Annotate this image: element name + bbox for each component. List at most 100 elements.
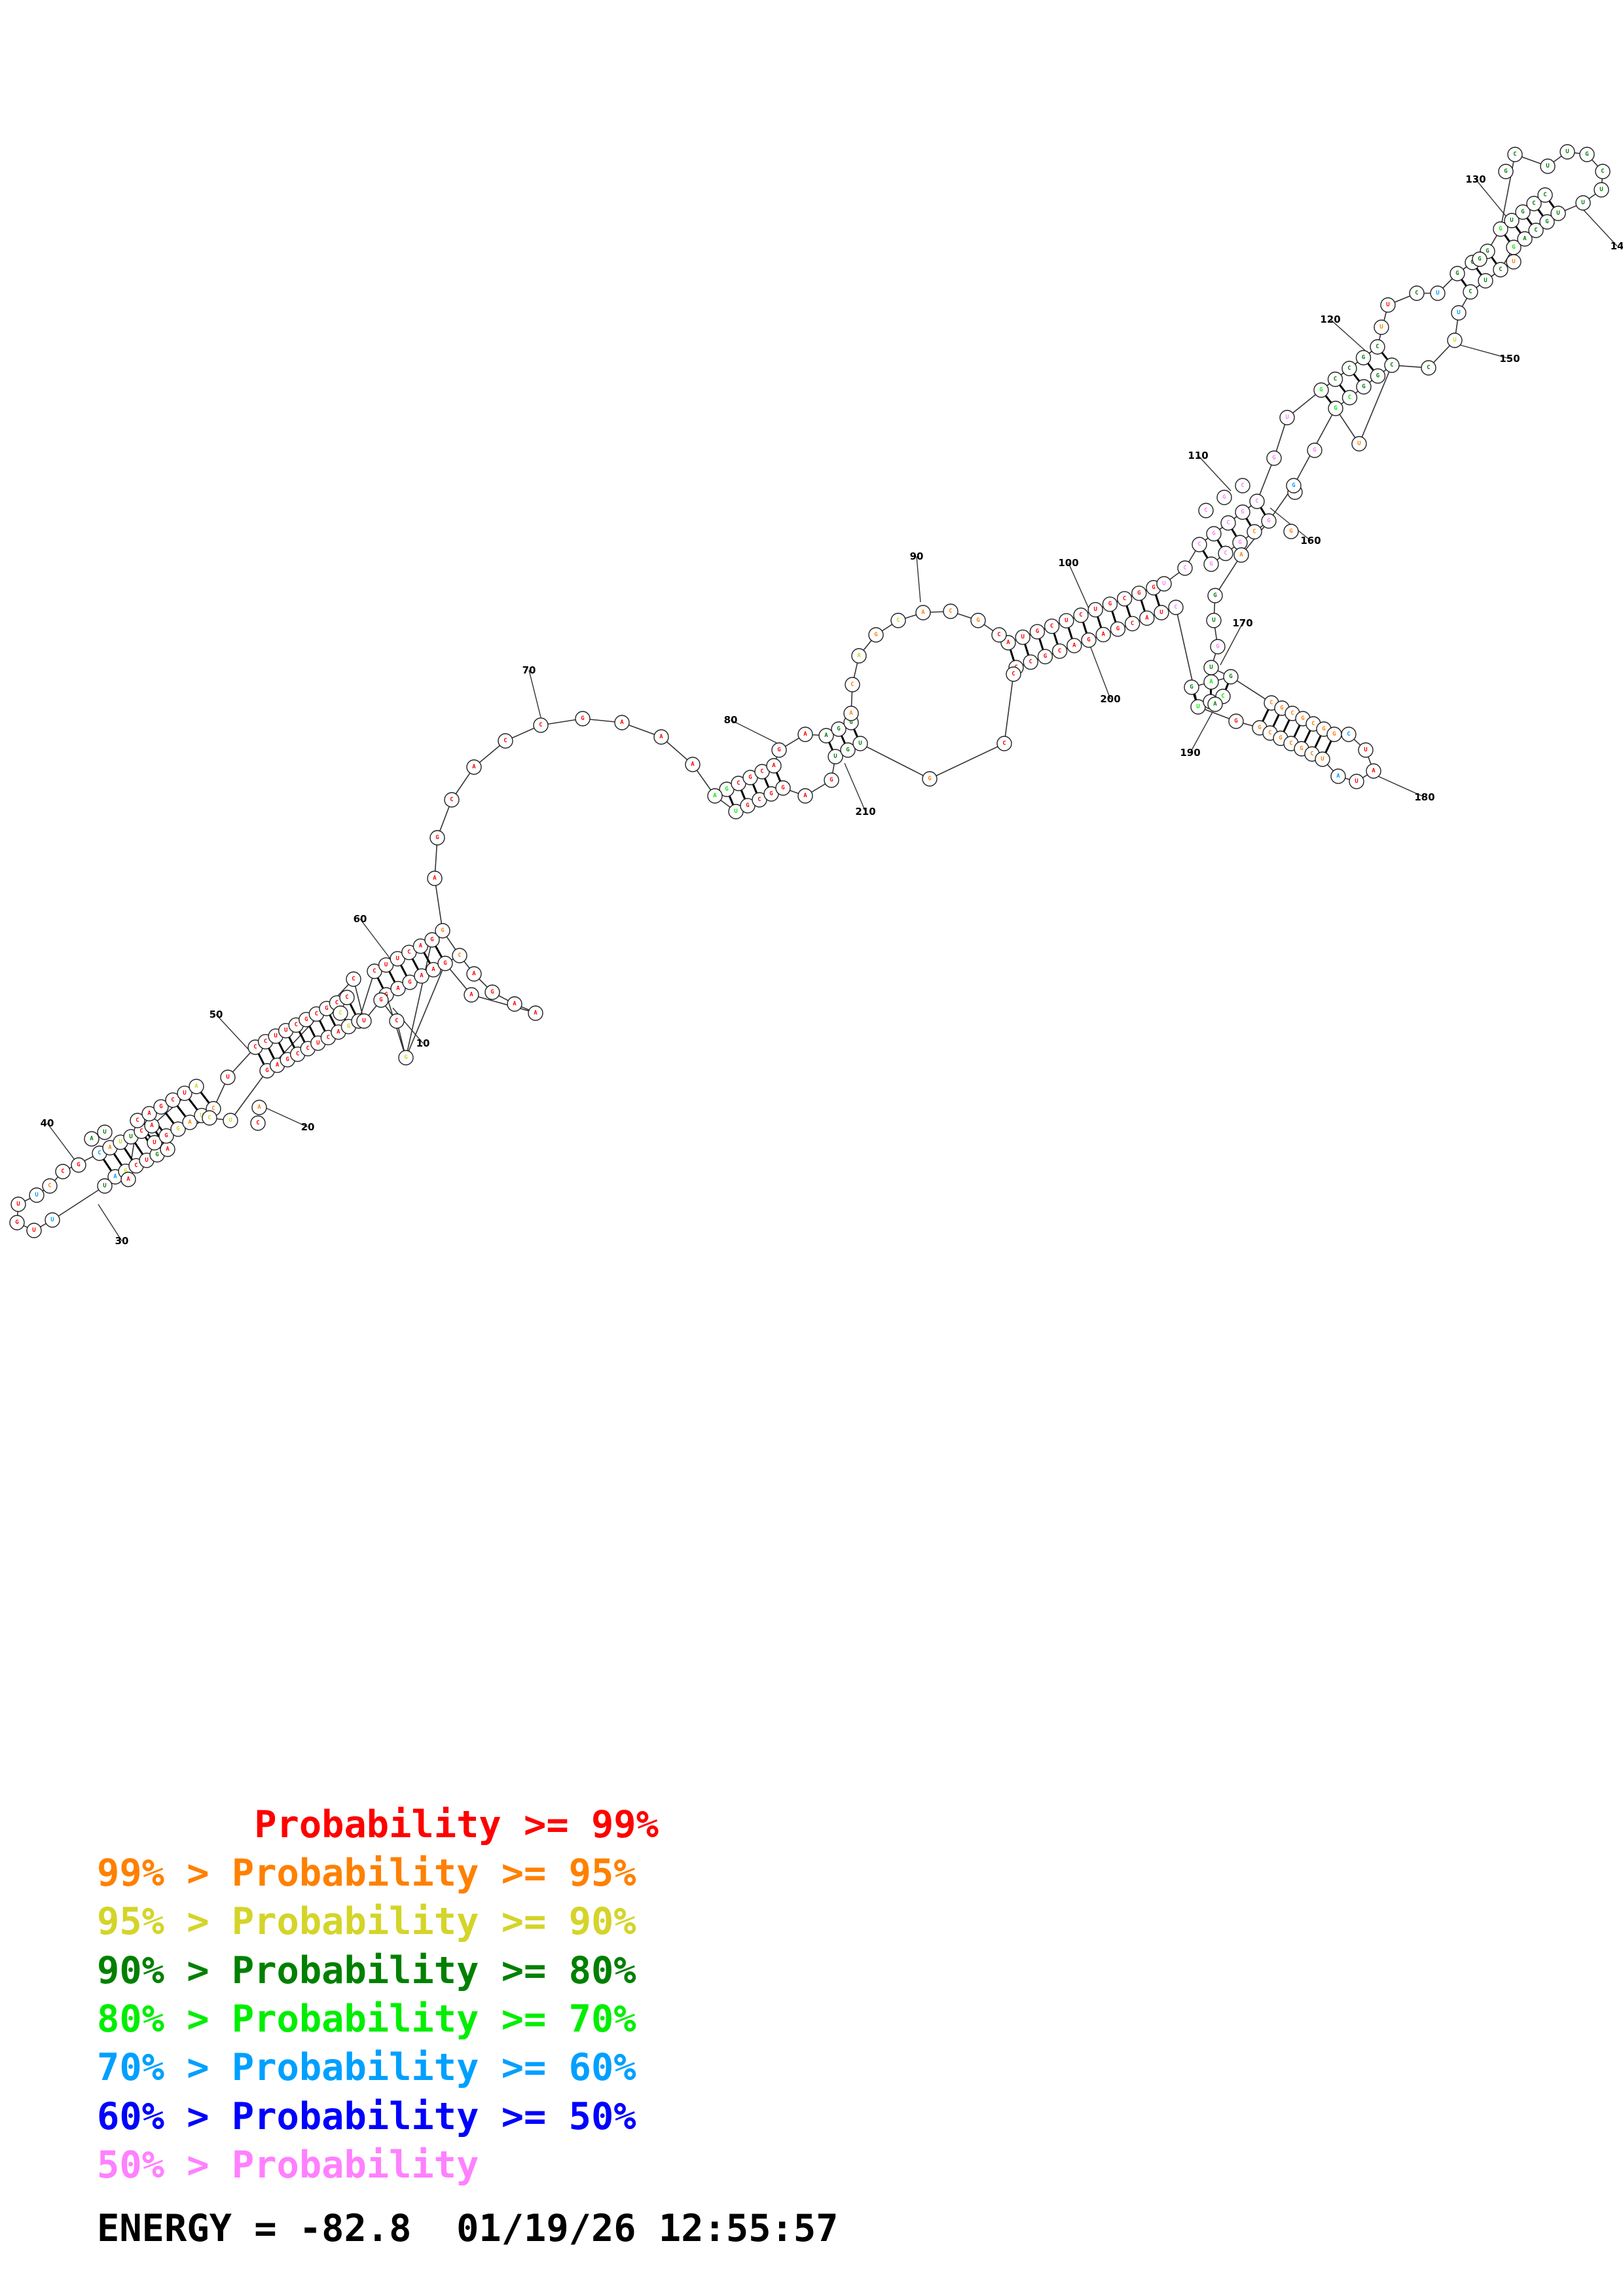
svg-text:G: G xyxy=(1486,248,1489,255)
svg-text:U: U xyxy=(1065,617,1068,624)
svg-text:C: C xyxy=(1174,604,1177,611)
svg-text:A: A xyxy=(420,973,424,979)
svg-text:C: C xyxy=(395,1018,398,1024)
nucleotide: G xyxy=(437,956,453,971)
nucleotide: U xyxy=(147,1135,162,1151)
position-number: 200 xyxy=(1100,693,1120,705)
nucleotide: G xyxy=(1307,442,1322,458)
number-tick xyxy=(46,1122,79,1166)
svg-text:C: C xyxy=(949,608,952,615)
svg-text:A: A xyxy=(1145,615,1149,621)
nucleotide: C xyxy=(202,1110,217,1126)
svg-text:C: C xyxy=(1058,648,1061,655)
svg-text:C: C xyxy=(450,797,453,803)
svg-text:C: C xyxy=(1012,671,1015,677)
nucleotide: C xyxy=(1341,361,1357,376)
nucleotide: A xyxy=(1207,696,1223,712)
backbone xyxy=(16,151,1603,1231)
nucleotide: A xyxy=(466,759,482,775)
nucleotide: U xyxy=(177,1085,192,1102)
svg-text:A: A xyxy=(188,1119,192,1126)
nucleotide: A xyxy=(390,980,406,997)
number-tick xyxy=(261,1105,308,1128)
nucleotide: U xyxy=(1315,751,1330,767)
svg-text:G: G xyxy=(443,960,447,967)
nucleotide: A xyxy=(251,1100,267,1115)
nucleotide: G xyxy=(1328,401,1343,416)
nucleotide: G xyxy=(824,772,839,788)
svg-text:G: G xyxy=(1238,539,1241,546)
nucleotide: G xyxy=(575,711,591,726)
nucleotide: C xyxy=(1247,524,1262,540)
svg-text:C: C xyxy=(296,1051,299,1058)
svg-text:C: C xyxy=(1499,266,1502,273)
nucleotide: U xyxy=(1550,206,1566,221)
svg-text:U: U xyxy=(858,740,862,747)
nucleotide: A xyxy=(464,987,479,1003)
nucleotide: A xyxy=(120,1172,136,1187)
nucleotide: C xyxy=(1595,164,1611,179)
nucleotide: G xyxy=(1493,221,1508,237)
svg-text:G: G xyxy=(285,1056,289,1063)
nucleotide: U xyxy=(10,1196,26,1212)
svg-text:U: U xyxy=(1484,278,1487,284)
nucleotide: C xyxy=(1051,643,1068,659)
nucleotide: C xyxy=(165,1092,181,1108)
nucleotide: G xyxy=(868,627,884,643)
nucleotide: A xyxy=(1139,610,1155,626)
nucleotide: U xyxy=(1154,605,1169,620)
position-number: 60 xyxy=(354,913,367,925)
svg-text:U: U xyxy=(833,753,837,760)
nucleotide: G xyxy=(742,770,758,785)
nucleotide: U xyxy=(1540,158,1556,174)
position-number: 100 xyxy=(1058,557,1078,569)
svg-text:U: U xyxy=(274,1033,277,1039)
nucleotide: G xyxy=(1223,669,1239,685)
nucleotide: C xyxy=(1493,262,1508,278)
nucleotide: C xyxy=(1168,600,1184,615)
svg-text:A: A xyxy=(337,1029,340,1035)
number-tick xyxy=(215,1014,251,1052)
nucleotide: A xyxy=(653,729,669,745)
svg-text:U: U xyxy=(153,1139,156,1146)
svg-text:G: G xyxy=(1216,643,1219,650)
nucleotide: C xyxy=(1421,360,1436,376)
svg-text:C: C xyxy=(1269,700,1273,706)
nucleotide: G xyxy=(1579,147,1595,162)
position-number: 90 xyxy=(910,550,924,562)
svg-text:C: C xyxy=(264,1039,267,1045)
svg-text:G: G xyxy=(265,1067,268,1074)
svg-text:C: C xyxy=(1224,550,1227,557)
nucleotide: G xyxy=(1235,504,1250,520)
svg-text:G: G xyxy=(490,989,494,996)
nucleotide: G xyxy=(1356,379,1372,395)
nucleotide: U xyxy=(1059,613,1074,629)
svg-text:G: G xyxy=(837,726,840,732)
nucleotide: C xyxy=(130,1113,145,1128)
nucleotide: C xyxy=(389,1013,405,1029)
nucleotide: C xyxy=(1507,147,1523,162)
nucleotide: G xyxy=(775,780,791,796)
svg-text:C: C xyxy=(98,1150,101,1157)
svg-text:C: C xyxy=(352,976,355,982)
svg-text:U: U xyxy=(16,1201,20,1208)
number-tick xyxy=(1190,711,1213,753)
svg-text:G: G xyxy=(1137,590,1140,596)
nucleotide: C xyxy=(533,717,549,733)
svg-text:G: G xyxy=(430,937,433,943)
legend-row-5: 80% > Probability >= 70% xyxy=(97,1998,636,2041)
svg-text:C: C xyxy=(760,768,763,775)
svg-text:A: A xyxy=(147,1111,151,1117)
svg-text:G: G xyxy=(1499,226,1502,232)
svg-text:A: A xyxy=(713,793,717,799)
nucleotide: G xyxy=(1210,639,1226,655)
svg-text:U: U xyxy=(183,1090,186,1096)
svg-text:C: C xyxy=(1334,376,1337,383)
svg-text:U: U xyxy=(1357,440,1360,447)
nucleotide: U xyxy=(852,736,868,751)
svg-text:G: G xyxy=(1319,387,1322,393)
svg-text:A: A xyxy=(113,1174,117,1180)
svg-text:G: G xyxy=(1222,494,1226,501)
svg-text:C: C xyxy=(1290,710,1294,717)
svg-text:C: C xyxy=(1241,482,1244,489)
